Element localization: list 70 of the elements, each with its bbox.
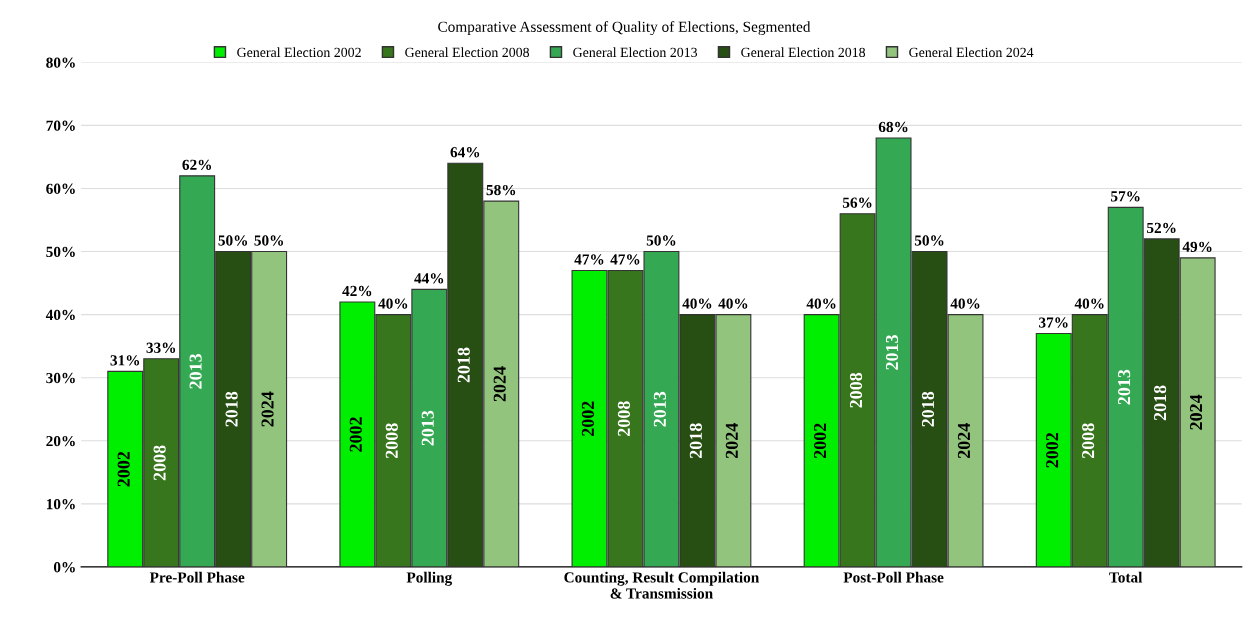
y-tick-label: 40% — [45, 309, 75, 321]
legend-label: General Election 2013 — [573, 47, 698, 58]
y-tick-label: 60% — [46, 183, 75, 194]
x-tick-label: Total — [1109, 571, 1143, 583]
annotation: 2002 — [1046, 432, 1059, 468]
data-label: 64% — [450, 147, 480, 158]
data-label: 56% — [842, 197, 872, 208]
annotation: 2008 — [153, 445, 166, 481]
data-label: 62% — [182, 159, 212, 171]
data-label: 47% — [574, 254, 604, 265]
annotation: 2013 — [189, 353, 202, 389]
y-tick-label: 10% — [46, 498, 75, 510]
data-label: 40% — [718, 298, 748, 309]
annotation: 2024 — [957, 423, 971, 459]
y-tick-label: 80% — [46, 57, 75, 68]
y-tick-label: 70% — [46, 120, 75, 131]
y-tick-label: 0% — [53, 562, 75, 573]
data-label: 40% — [682, 298, 712, 309]
data-label: 40% — [1074, 298, 1104, 309]
data-label: 40% — [378, 298, 408, 309]
annotation: 2018 — [689, 423, 702, 459]
annotation: 2008 — [385, 423, 398, 459]
legend-label: General Election 2018 — [741, 47, 866, 58]
annotation: 2002 — [117, 451, 130, 487]
data-label: 50% — [218, 235, 248, 246]
data-label: 68% — [878, 121, 908, 133]
data-label: 31% — [110, 355, 140, 366]
annotation: 2013 — [1118, 369, 1131, 405]
x-tick-label: Counting, Result Compilation & Transmission — [564, 571, 760, 599]
annotation: 2013 — [653, 391, 666, 427]
x-tick-label: Polling — [406, 571, 453, 586]
data-label: 40% — [806, 298, 836, 309]
data-label: 50% — [646, 235, 676, 246]
data-label: 52% — [1147, 222, 1176, 234]
annotation: 2018 — [225, 391, 238, 427]
y-tick-label: 30% — [46, 372, 75, 384]
annotation: 2018 — [921, 391, 935, 427]
data-label: 57% — [1111, 191, 1140, 202]
annotation: 2002 — [813, 423, 827, 459]
chart-title: Comparative Assessment of Quality of Elections, Segmented — [438, 21, 811, 36]
data-label: 50% — [254, 235, 283, 246]
legend-label: General Election 2008 — [405, 47, 530, 58]
x-tick-label: Post-Poll Phase — [843, 571, 944, 583]
annotation: 2018 — [1154, 385, 1167, 421]
y-tick-label: 20% — [46, 435, 75, 447]
annotation: 2018 — [457, 347, 470, 383]
data-label: 40% — [950, 298, 980, 309]
annotation: 2008 — [1082, 423, 1095, 459]
legend-label: General Election 2024 — [909, 47, 1034, 58]
data-label: 37% — [1039, 317, 1068, 328]
annotation: 2002 — [349, 417, 362, 452]
data-label: 42% — [342, 285, 372, 297]
annotation: 2008 — [617, 401, 630, 436]
annotation: 2013 — [421, 410, 434, 446]
data-label: 33% — [146, 342, 176, 353]
x-tick-label: Pre-Poll Phase — [149, 571, 245, 583]
annotation: 2002 — [581, 401, 594, 436]
data-label: 49% — [1182, 241, 1212, 253]
annotation: 2013 — [885, 335, 899, 370]
data-label: 44% — [414, 273, 444, 284]
annotation: 2024 — [1189, 394, 1203, 430]
data-label: 47% — [610, 254, 640, 265]
legend-label: General Election 2002 — [237, 47, 361, 58]
annotation: 2024 — [261, 391, 274, 427]
y-tick-label: 50% — [46, 246, 75, 258]
data-label: 50% — [914, 235, 944, 246]
annotation: 2024 — [493, 366, 506, 402]
annotation: 2008 — [849, 372, 863, 408]
annotation: 2024 — [725, 423, 738, 459]
data-label: 58% — [486, 184, 516, 196]
